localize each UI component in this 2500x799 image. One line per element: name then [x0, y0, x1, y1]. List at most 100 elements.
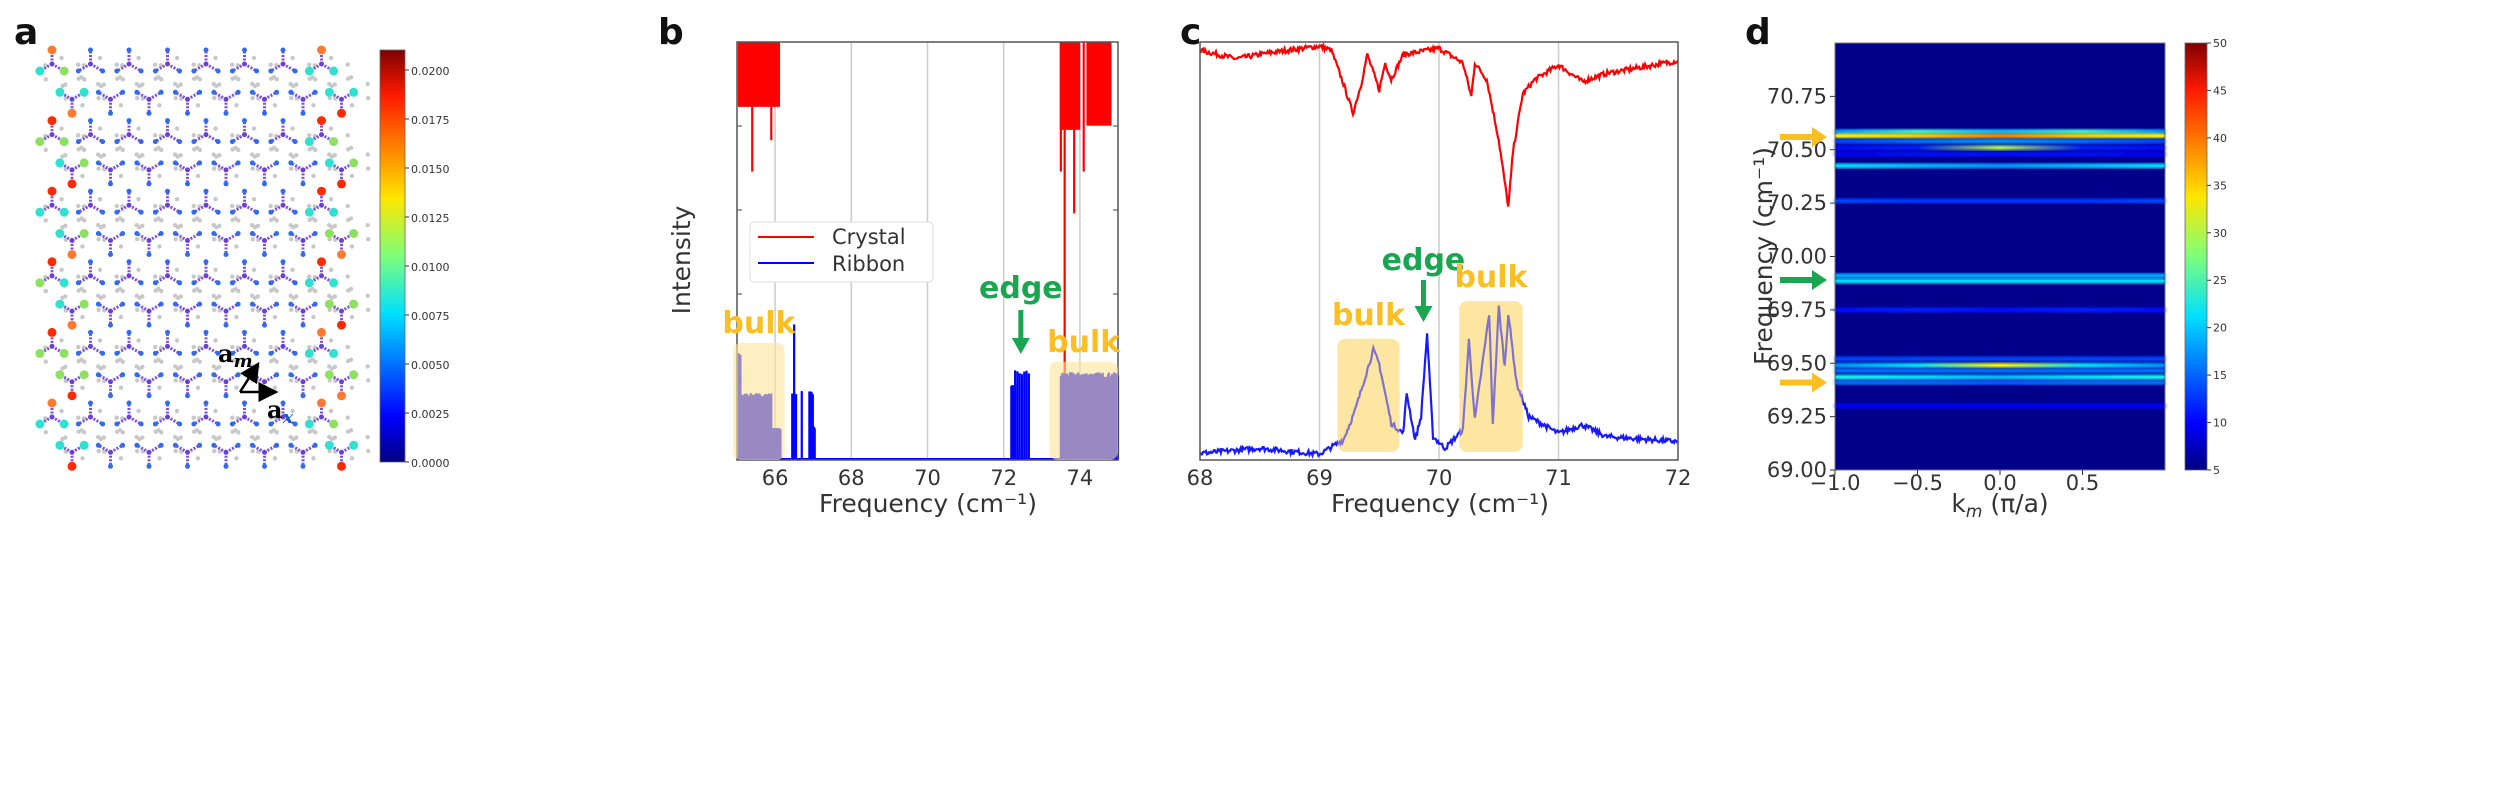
atom-grey	[348, 145, 354, 151]
atom-tip	[242, 118, 247, 124]
atom-grey	[345, 344, 350, 350]
atom-grey	[63, 82, 68, 87]
atom-tip	[35, 278, 45, 288]
atom-grey	[118, 314, 124, 320]
atom-grey	[59, 408, 64, 414]
atom-grey	[96, 307, 101, 313]
atom-grey	[63, 435, 68, 440]
atom-tip	[100, 68, 106, 74]
atom-tip	[254, 139, 260, 145]
atom-grey	[134, 364, 139, 369]
atom-tip	[317, 398, 326, 408]
atom-tip	[235, 231, 241, 236]
edge-arrow-head	[1812, 269, 1827, 290]
atom-grey	[235, 133, 241, 139]
atom-grey	[213, 338, 218, 343]
atom-core	[203, 202, 209, 208]
atom-tip	[47, 45, 57, 55]
atom-tip	[120, 372, 126, 378]
atom-grey	[81, 416, 87, 421]
atom-grey	[332, 364, 338, 370]
atom-grey	[310, 428, 315, 433]
atom-grey	[255, 294, 261, 299]
atom-grey	[178, 435, 184, 440]
atom-core	[300, 96, 306, 102]
atom-tip	[223, 393, 229, 399]
atom-tip	[280, 47, 286, 53]
atom-grey	[311, 103, 316, 108]
atom-core	[146, 96, 152, 102]
spectral-band-core	[1835, 376, 2165, 378]
atom-grey	[59, 55, 64, 61]
atom-tip	[165, 259, 170, 265]
atom-grey	[294, 364, 299, 370]
atom-core	[203, 132, 209, 138]
x-tick-label: 71	[1545, 466, 1572, 490]
atom-grey	[76, 415, 81, 420]
atom-grey	[117, 286, 123, 292]
atom-core	[203, 414, 209, 420]
atom-grey	[312, 63, 318, 68]
x-tick-label: 0.0	[1983, 471, 2016, 495]
atom-core	[223, 379, 229, 385]
atom-grey	[288, 293, 293, 299]
atom-tip	[35, 66, 45, 76]
atom-grey	[327, 293, 332, 299]
atom-grey	[312, 345, 318, 350]
atom-tip	[79, 87, 89, 97]
atom-grey	[96, 166, 101, 171]
atom-tip	[304, 66, 314, 76]
atom-tip	[47, 116, 57, 126]
atom-grey	[156, 75, 161, 80]
y-tick-label: 69.75	[1767, 298, 1827, 322]
atom-core	[185, 167, 190, 173]
atom-grey	[290, 197, 295, 202]
atom-grey	[81, 274, 87, 280]
atom-tip	[349, 87, 359, 97]
atom-grey	[251, 197, 257, 202]
atom-core	[280, 414, 286, 420]
atom-grey	[327, 434, 332, 440]
bulk-label: bulk	[722, 306, 796, 341]
colorbar-tick-label: 35	[2213, 179, 2227, 192]
atom-tip	[203, 47, 209, 53]
atom-tip	[67, 391, 77, 401]
atom-grey	[153, 344, 158, 350]
atom-grey	[156, 428, 161, 433]
atom-tip	[304, 278, 314, 288]
atom-grey	[327, 364, 332, 369]
atom-grey	[117, 428, 123, 433]
atom-grey	[311, 314, 316, 320]
atom-grey	[114, 344, 119, 350]
atom-grey	[365, 364, 370, 369]
atom-tip	[172, 160, 178, 166]
atom-grey	[96, 81, 101, 87]
bulk-highlight-box	[1337, 338, 1400, 452]
atom-grey	[191, 62, 196, 67]
atom-core	[339, 238, 344, 243]
atom-core	[242, 132, 247, 138]
atom-grey	[311, 244, 316, 249]
atom-core	[108, 167, 113, 173]
atom-core	[280, 61, 286, 67]
x-tick-label: 0.5	[2066, 471, 2099, 495]
atom-grey	[348, 286, 354, 292]
atom-grey	[76, 274, 81, 279]
colorbar-tick-label: 10	[2213, 417, 2227, 430]
atom-grey	[213, 408, 218, 414]
atom-grey	[233, 145, 238, 151]
atom-tip	[312, 160, 318, 166]
atom-grey	[197, 274, 202, 280]
atom-tip	[35, 207, 45, 217]
atom-grey	[213, 197, 218, 202]
atom-grey	[272, 244, 278, 249]
atom-grey	[120, 63, 125, 68]
atom-grey	[114, 62, 119, 67]
atom-tip	[126, 329, 132, 335]
atom-grey	[234, 244, 239, 249]
atom-grey	[118, 244, 124, 249]
panel-a-colorbar-ticks: 0.0000 0.0025 0.0050 0.0075 0.0100 0.0125 0.01…	[405, 65, 450, 470]
atom-grey	[63, 152, 68, 158]
atom-tip	[88, 47, 93, 53]
